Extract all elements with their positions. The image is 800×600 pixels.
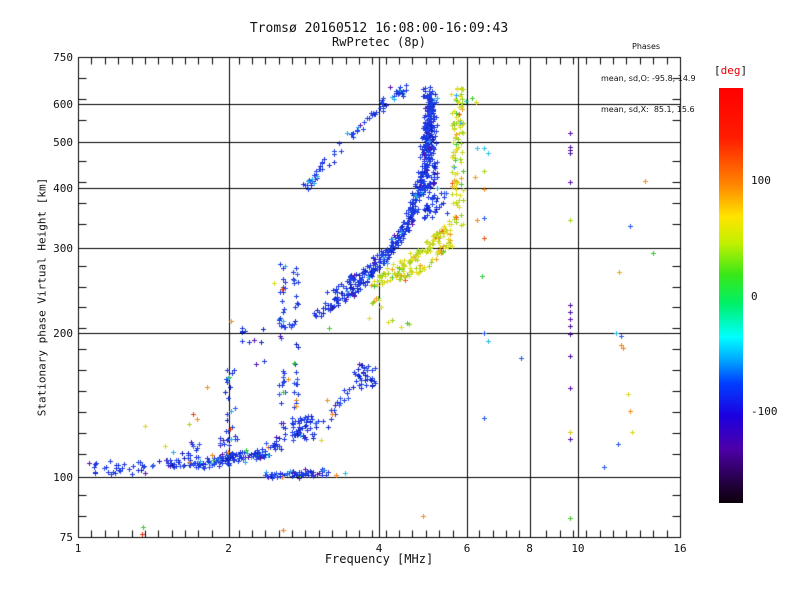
colorbar-tick-label--100: -100 xyxy=(751,404,778,418)
plot-subtitle: RwPretec (8p) xyxy=(332,35,426,49)
y-tick-label-600: 600 xyxy=(53,97,73,111)
x-tick-label-6: 6 xyxy=(463,542,471,555)
y-tick-label-100: 100 xyxy=(53,471,73,485)
y-axis-label: Stationary phase Virtual Height [km] xyxy=(35,177,49,417)
y-tick-label-200: 200 xyxy=(53,326,73,340)
x-tick-label-10: 10 xyxy=(571,542,585,555)
colorbar xyxy=(719,88,743,503)
x-tick-label-8: 8 xyxy=(526,542,533,555)
x-tick-label-4: 4 xyxy=(375,542,383,555)
y-tick-label-750: 750 xyxy=(53,51,73,64)
x-axis-label: Frequency [MHz] xyxy=(324,552,434,566)
y-tick-label-400: 400 xyxy=(53,182,73,196)
phase-stats-heading: Phases xyxy=(632,42,661,51)
colorbar-unit-label: [deg] xyxy=(714,64,748,77)
x-tick-label-16: 16 xyxy=(673,542,687,555)
colorbar-tick-label-0: 0 xyxy=(751,289,758,303)
colorbar-tick-label-100: 100 xyxy=(751,174,771,188)
y-tick-label-500: 500 xyxy=(53,135,73,149)
phase-stats-x-line: mean, sd,X: 85.1, 15.6 xyxy=(601,105,695,114)
y-tick-label-75: 75 xyxy=(59,531,73,544)
x-tick-label-1: 1 xyxy=(74,542,82,555)
y-tick-label-300: 300 xyxy=(53,242,73,255)
plot-title: Tromsø 20160512 16:08:00-16:09:43 xyxy=(249,21,509,36)
x-tick-label-2: 2 xyxy=(225,542,232,555)
phase-stats-o-line: mean, sd,O: -95.8, 14.9 xyxy=(601,73,696,83)
phase-stats: Phases mean, sd,O: -95.8, 14.9 mean, sd,… xyxy=(601,21,721,137)
